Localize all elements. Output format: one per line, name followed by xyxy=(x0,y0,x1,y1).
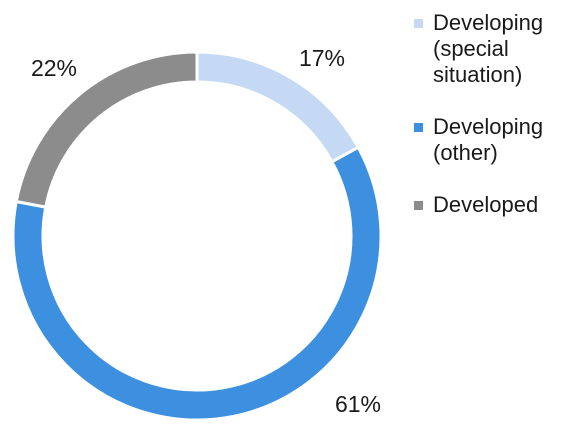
legend-label-developing-special: Developing (special situation) xyxy=(433,10,544,87)
legend-item-developing-special: Developing (special situation) xyxy=(414,10,564,88)
slice-label-developing-other: 61% xyxy=(335,391,381,417)
slice-label-developed: 22% xyxy=(31,55,77,81)
legend: Developing (special situation) Developin… xyxy=(414,10,564,218)
slice-label-developing-special: 17% xyxy=(299,45,345,71)
legend-swatch-developing-other xyxy=(414,123,423,132)
legend-item-developed: Developed xyxy=(414,192,564,218)
slice-developed xyxy=(14,50,199,209)
slice-developing-other xyxy=(11,145,383,422)
legend-label-developing-other: Developing (other) xyxy=(433,114,544,165)
legend-label-developed: Developed xyxy=(433,192,539,217)
legend-swatch-developing-special xyxy=(414,19,423,28)
legend-swatch-developed xyxy=(414,201,423,210)
legend-item-developing-other: Developing (other) xyxy=(414,114,564,166)
